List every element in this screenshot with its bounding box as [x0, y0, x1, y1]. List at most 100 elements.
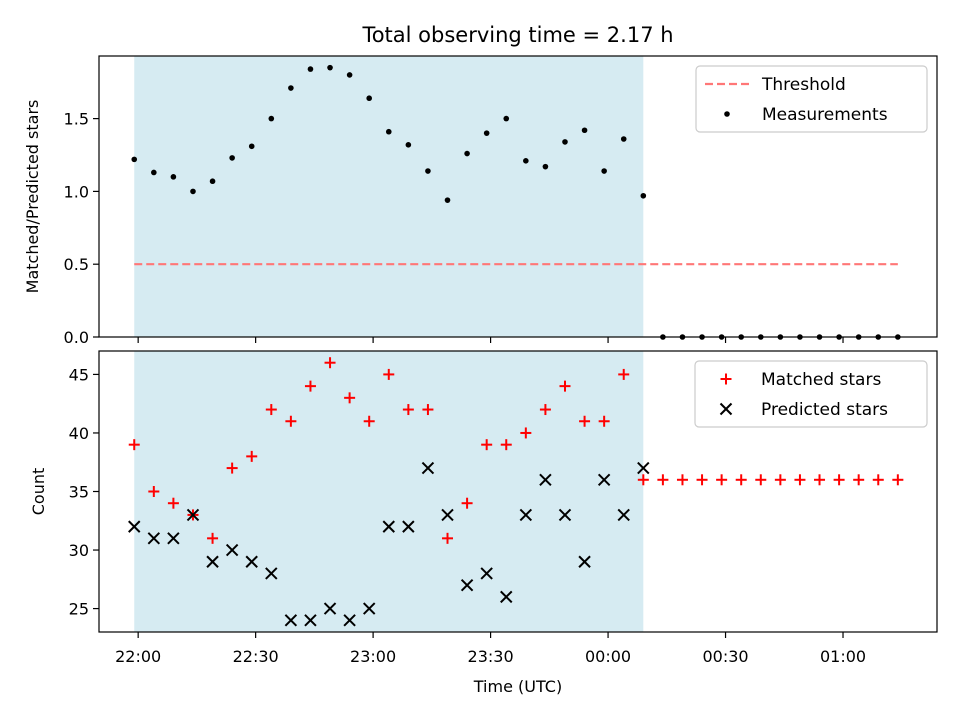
predicted-stars-point — [421, 461, 435, 475]
legend-matched-swatch — [720, 373, 732, 385]
measurement-point — [151, 169, 157, 176]
legend: Threshold Measurements — [695, 65, 928, 133]
measurement-point — [581, 127, 588, 134]
matched-stars-point — [774, 474, 786, 486]
observing-span — [134, 56, 644, 337]
matched-stars-point — [422, 404, 434, 416]
legend-measurement-swatch — [724, 111, 730, 117]
y-tick-label: 35 — [69, 483, 89, 502]
matched-stars-point — [226, 462, 238, 474]
matched-stars-point — [833, 474, 845, 486]
measurement-point — [640, 192, 647, 199]
legend-label: Matched stars — [761, 370, 881, 390]
measurement-point — [170, 174, 177, 180]
matched-stars-point — [148, 486, 160, 497]
matched-stars-point — [207, 532, 219, 544]
predicted-stars-point — [402, 520, 415, 533]
predicted-stars-point — [265, 567, 278, 580]
observing-span — [134, 351, 644, 632]
matched-stars-point — [246, 450, 258, 462]
predicted-stars-point — [558, 508, 572, 522]
measurement-point — [307, 66, 314, 72]
matched-stars-point — [853, 474, 865, 486]
y-tick-label: 0.5 — [64, 255, 89, 274]
y-tick-label: 25 — [69, 600, 89, 619]
predicted-stars-point — [597, 473, 611, 486]
y-axis-label: Count — [29, 468, 48, 516]
matched-stars-point — [520, 427, 532, 439]
matched-stars-point — [167, 497, 179, 509]
measurement-point — [288, 85, 294, 91]
matched-stars-point — [442, 532, 454, 544]
measurement-point — [464, 150, 470, 157]
measurement-point — [405, 142, 412, 148]
legend-predicted-swatch — [719, 402, 733, 416]
y-tick-label: 1.0 — [64, 182, 89, 201]
y-tick-label: 1.5 — [64, 110, 89, 129]
legend-label: Threshold — [761, 75, 846, 95]
matched-stars-point — [559, 380, 571, 392]
predicted-stars-point — [343, 614, 356, 627]
matched-stars-point — [892, 474, 904, 486]
predicted-stars-point — [637, 461, 650, 475]
predicted-stars-point — [362, 602, 376, 615]
measurement-point — [248, 143, 255, 150]
predicted-stars-point — [206, 555, 219, 568]
matched-stars-point — [716, 474, 728, 486]
measurement-point — [268, 115, 275, 122]
y-tick-label: 45 — [69, 365, 89, 384]
y-tick-label: 0.0 — [64, 328, 89, 347]
predicted-stars-point — [480, 567, 493, 580]
matched-stars-point — [285, 415, 297, 427]
predicted-stars-point — [500, 590, 513, 604]
predicted-stars-point — [323, 602, 337, 615]
measurement-point — [444, 197, 451, 203]
matched-stars-point — [304, 380, 316, 392]
matched-stars-point — [598, 415, 610, 427]
axes-frame — [98, 55, 938, 338]
measurement-point — [346, 72, 353, 78]
predicted-stars-point — [147, 532, 161, 545]
matched-stars-point — [324, 357, 336, 369]
matched-stars-point — [794, 474, 806, 486]
predicted-stars-point — [539, 473, 552, 486]
measurement-point — [601, 168, 607, 174]
x-tick-label: 23:30 — [468, 647, 514, 666]
matched-stars-point — [500, 439, 512, 451]
predicted-stars-point — [167, 532, 180, 545]
measurement-point — [209, 178, 216, 185]
predicted-stars-point — [578, 555, 591, 568]
matched-stars-point — [735, 474, 747, 486]
legend-label: Measurements — [762, 105, 888, 125]
y-tick-label: 30 — [69, 541, 89, 560]
matched-stars-point — [676, 474, 688, 486]
legend-label: Predicted stars — [761, 400, 888, 420]
x-tick-label: 22:00 — [115, 647, 161, 666]
matched-stars-point — [872, 474, 884, 486]
top-panel: 0.0 0.5 1.0 1.5 Matched/Predicted stars Thres… — [23, 55, 938, 347]
matched-stars-point — [402, 404, 414, 416]
measurement-point — [229, 155, 235, 161]
measurement-point — [425, 168, 431, 174]
matched-stars-point — [637, 474, 649, 486]
x-tick-label: 01:00 — [820, 647, 866, 666]
matched-stars-point — [363, 415, 375, 427]
matched-stars-point — [814, 474, 826, 486]
predicted-stars-point — [519, 508, 533, 522]
matched-stars-point — [618, 368, 630, 380]
x-tick-label: 22:30 — [233, 647, 279, 666]
x-tick-label: 00:00 — [585, 647, 631, 666]
predicted-stars-point — [441, 508, 454, 522]
matched-stars-point — [481, 439, 493, 451]
measurement-point — [503, 115, 510, 122]
y-axis-label: Matched/Predicted stars — [23, 100, 42, 294]
measurement-point — [385, 128, 392, 135]
x-axis-label: Time (UTC) — [473, 677, 562, 696]
predicted-stars-point — [460, 578, 474, 592]
predicted-stars-point — [128, 520, 141, 533]
predicted-stars-point — [304, 614, 317, 627]
matched-stars-point — [755, 474, 767, 486]
predicted-stars-point — [284, 614, 298, 627]
matched-stars-point — [579, 415, 591, 427]
